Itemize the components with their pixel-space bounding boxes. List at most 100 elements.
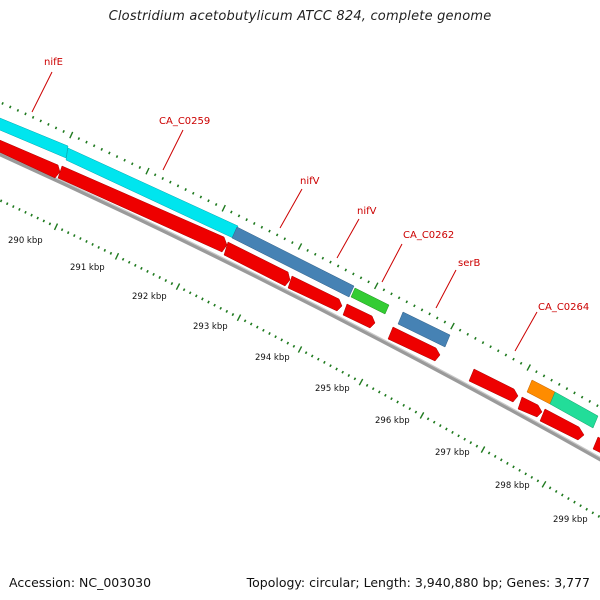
top-tick-marks [1, 101, 599, 408]
gene-red-2[interactable] [57, 165, 228, 253]
minor-tick [18, 207, 21, 211]
kbp-label: 292 kbp [132, 292, 167, 302]
minor-tick [194, 294, 198, 298]
minor-tick [100, 147, 104, 151]
gene-red-5[interactable] [342, 303, 376, 329]
minor-tick [161, 176, 165, 180]
minor-tick [219, 306, 223, 310]
minor-tick [199, 195, 203, 199]
minor-tick [542, 374, 546, 378]
minor-tick [420, 308, 424, 312]
minor-tick [213, 303, 216, 307]
kbp-label: 291 kbp [70, 263, 105, 273]
gene-red-7[interactable] [468, 368, 519, 403]
minor-tick [245, 218, 248, 222]
gene-red-8[interactable] [517, 396, 543, 418]
gene-label: nifV [357, 206, 377, 217]
minor-tick [12, 205, 15, 209]
map-title: Clostridium acetobutylicum ATCC 824, com… [108, 9, 492, 24]
minor-tick [466, 332, 470, 336]
minor-tick [377, 390, 381, 394]
minor-tick [109, 251, 113, 255]
minor-tick [207, 300, 210, 304]
callout-CA_C0264 [514, 311, 538, 352]
minor-tick [579, 504, 582, 508]
minor-tick [367, 280, 370, 284]
gene-serB[interactable] [397, 311, 451, 348]
major-tick [175, 283, 181, 291]
minor-tick [47, 122, 50, 126]
minor-tick [408, 407, 412, 411]
kbp-label: 298 kbp [495, 481, 530, 491]
gene-nifE[interactable] [0, 116, 69, 159]
gene-red-9[interactable] [539, 408, 585, 441]
minor-tick [127, 260, 131, 264]
minor-tick [164, 279, 168, 282]
gene-label: nifE [44, 57, 63, 68]
minor-tick [336, 264, 340, 268]
kbp-label: 295 kbp [315, 384, 350, 394]
major-tick [541, 480, 547, 488]
minor-tick [580, 395, 584, 399]
minor-tick [414, 410, 418, 414]
minor-tick [596, 404, 599, 408]
minor-tick [231, 313, 235, 317]
minor-tick [321, 256, 325, 260]
minor-tick [207, 199, 210, 203]
gene-red-3[interactable] [223, 241, 291, 287]
minor-tick [597, 514, 600, 518]
gene-CA_C0264[interactable] [526, 379, 556, 405]
minor-tick [557, 382, 561, 386]
major-tick [145, 167, 150, 175]
minor-tick [341, 370, 345, 374]
minor-tick [481, 341, 485, 345]
minor-tick [329, 364, 332, 368]
minor-tick [535, 370, 538, 374]
minor-tick [62, 129, 65, 133]
minor-tick [243, 319, 247, 323]
major-tick [221, 204, 226, 212]
minor-tick [489, 345, 492, 349]
minor-tick [512, 465, 515, 469]
kbp-label: 297 kbp [435, 448, 470, 458]
minor-tick [435, 316, 439, 320]
gene-red-6[interactable] [387, 326, 441, 362]
gene-red-1[interactable] [0, 138, 61, 179]
kbp-label: 294 kbp [255, 353, 290, 363]
minor-tick [402, 403, 406, 407]
callout-CA_C0259 [162, 129, 184, 171]
gene-red-4[interactable] [287, 275, 343, 312]
minor-tick [443, 320, 447, 324]
gene-aquamarine[interactable] [549, 391, 599, 429]
minor-tick [353, 377, 357, 381]
minor-tick [344, 268, 348, 272]
kbp-label: 299 kbp [553, 515, 588, 525]
minor-tick [313, 252, 317, 256]
minor-tick [506, 461, 509, 465]
minor-tick [230, 210, 233, 214]
minor-tick [214, 203, 218, 206]
minor-tick [152, 272, 155, 276]
minor-tick [92, 144, 96, 148]
gene-label: nifV [300, 176, 320, 187]
major-tick [297, 243, 303, 250]
minor-tick [291, 241, 294, 245]
minor-tick [176, 184, 180, 188]
minor-tick [530, 475, 534, 479]
minor-tick [170, 282, 174, 286]
gene-red-10[interactable] [592, 436, 600, 455]
minor-tick [469, 441, 473, 445]
minor-tick [115, 155, 119, 159]
minor-tick [158, 275, 162, 279]
gene-nifV-a[interactable] [231, 226, 355, 298]
minor-tick [384, 393, 387, 397]
minor-tick [585, 507, 588, 511]
minor-tick [24, 210, 27, 214]
gene-nifV-b[interactable] [350, 287, 390, 315]
minor-tick [591, 511, 595, 515]
minor-tick [554, 490, 558, 493]
minor-tick [475, 444, 479, 448]
major-tick [236, 314, 242, 322]
minor-tick [184, 188, 187, 192]
